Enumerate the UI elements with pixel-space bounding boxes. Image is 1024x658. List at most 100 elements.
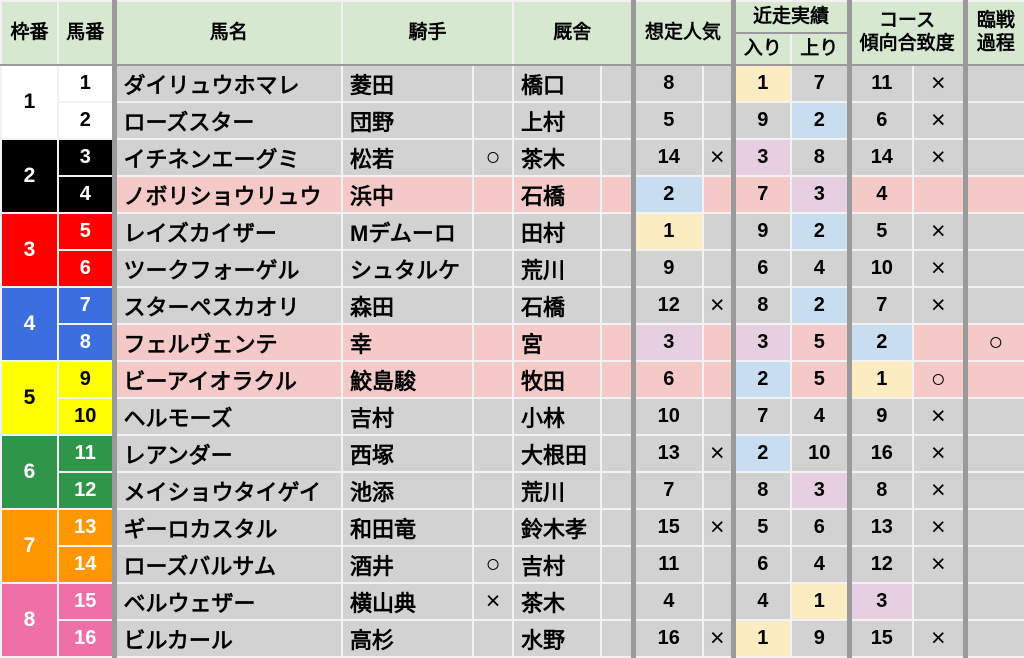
course-mark-cell[interactable] bbox=[912, 323, 967, 362]
popularity-cell[interactable]: 3 bbox=[630, 323, 705, 362]
stable-mark-cell[interactable] bbox=[600, 175, 635, 214]
stable-cell[interactable]: 茶木 bbox=[512, 582, 603, 621]
course-match-cell[interactable]: 6 bbox=[846, 101, 915, 140]
popularity-cell[interactable]: 9 bbox=[630, 249, 705, 288]
stable-cell[interactable]: 田村 bbox=[512, 212, 603, 251]
frame-cell[interactable]: 1 bbox=[0, 64, 59, 140]
stable-cell[interactable]: 鈴木孝 bbox=[512, 508, 603, 547]
popularity-cell[interactable]: 8 bbox=[630, 64, 705, 103]
header-frame-number[interactable]: 枠番 bbox=[0, 0, 59, 66]
popularity-cell[interactable]: 13 bbox=[630, 434, 705, 473]
frame-cell[interactable]: 5 bbox=[0, 360, 59, 436]
course-match-cell[interactable]: 4 bbox=[846, 175, 915, 214]
popularity-cell[interactable]: 2 bbox=[630, 175, 705, 214]
horse-name-cell[interactable]: イチネンエーグミ bbox=[111, 138, 343, 177]
jockey-mark-cell[interactable] bbox=[471, 397, 515, 436]
race-prep-cell[interactable] bbox=[962, 471, 1024, 510]
stable-mark-cell[interactable] bbox=[600, 508, 635, 547]
header-race-prep[interactable]: 臨戦 過程 bbox=[962, 0, 1024, 66]
recent-up-cell[interactable]: 5 bbox=[790, 323, 851, 362]
stable-cell[interactable]: 大根田 bbox=[512, 434, 603, 473]
recent-in-cell[interactable]: 8 bbox=[730, 286, 793, 325]
recent-in-cell[interactable]: 5 bbox=[730, 508, 793, 547]
frame-cell[interactable]: 3 bbox=[0, 212, 59, 288]
course-mark-cell[interactable]: × bbox=[912, 434, 967, 473]
popularity-mark-cell[interactable]: × bbox=[702, 434, 735, 473]
header-horse-name[interactable]: 馬名 bbox=[111, 0, 343, 66]
course-match-cell[interactable]: 14 bbox=[846, 138, 915, 177]
jockey-cell[interactable]: 酒井 bbox=[341, 545, 474, 584]
recent-up-cell[interactable]: 4 bbox=[790, 249, 851, 288]
race-prep-cell[interactable] bbox=[962, 101, 1024, 140]
stable-mark-cell[interactable] bbox=[600, 619, 635, 658]
horse-number-cell[interactable]: 8 bbox=[57, 323, 115, 362]
recent-up-cell[interactable]: 2 bbox=[790, 212, 851, 251]
popularity-mark-cell[interactable] bbox=[702, 545, 735, 584]
race-prep-cell[interactable] bbox=[962, 360, 1024, 399]
popularity-mark-cell[interactable] bbox=[702, 249, 735, 288]
popularity-cell[interactable]: 7 bbox=[630, 471, 705, 510]
course-mark-cell[interactable]: × bbox=[912, 64, 967, 103]
course-mark-cell[interactable]: × bbox=[912, 138, 967, 177]
header-course-tendency-match[interactable]: コース 傾向合致度 bbox=[846, 0, 967, 66]
race-prep-cell[interactable] bbox=[962, 508, 1024, 547]
header-recent-up[interactable]: 上り bbox=[790, 32, 851, 66]
recent-up-cell[interactable]: 10 bbox=[790, 434, 851, 473]
horse-number-cell[interactable]: 11 bbox=[57, 434, 115, 473]
jockey-cell[interactable]: 菱田 bbox=[341, 64, 474, 103]
horse-name-cell[interactable]: レイズカイザー bbox=[111, 212, 343, 251]
popularity-cell[interactable]: 14 bbox=[630, 138, 705, 177]
jockey-cell[interactable]: 鮫島駿 bbox=[341, 360, 474, 399]
popularity-cell[interactable]: 12 bbox=[630, 286, 705, 325]
jockey-cell[interactable]: 和田竜 bbox=[341, 508, 474, 547]
race-prep-cell[interactable] bbox=[962, 64, 1024, 103]
jockey-mark-cell[interactable] bbox=[471, 175, 515, 214]
horse-number-cell[interactable]: 5 bbox=[57, 212, 115, 251]
jockey-cell[interactable]: 松若 bbox=[341, 138, 474, 177]
course-mark-cell[interactable]: × bbox=[912, 249, 967, 288]
horse-number-cell[interactable]: 12 bbox=[57, 471, 115, 510]
jockey-mark-cell[interactable] bbox=[471, 619, 515, 658]
header-expected-popularity[interactable]: 想定人気 bbox=[630, 0, 735, 66]
horse-number-cell[interactable]: 7 bbox=[57, 286, 115, 325]
jockey-mark-cell[interactable] bbox=[471, 434, 515, 473]
race-prep-cell[interactable] bbox=[962, 175, 1024, 214]
course-match-cell[interactable]: 2 bbox=[846, 323, 915, 362]
stable-cell[interactable]: 宮 bbox=[512, 323, 603, 362]
popularity-mark-cell[interactable] bbox=[702, 360, 735, 399]
jockey-cell[interactable]: 浜中 bbox=[341, 175, 474, 214]
course-match-cell[interactable]: 15 bbox=[846, 619, 915, 658]
course-match-cell[interactable]: 8 bbox=[846, 471, 915, 510]
popularity-mark-cell[interactable]: × bbox=[702, 138, 735, 177]
race-prep-cell[interactable] bbox=[962, 286, 1024, 325]
popularity-mark-cell[interactable] bbox=[702, 64, 735, 103]
recent-up-cell[interactable]: 8 bbox=[790, 138, 851, 177]
stable-cell[interactable]: 石橋 bbox=[512, 286, 603, 325]
stable-mark-cell[interactable] bbox=[600, 212, 635, 251]
jockey-mark-cell[interactable] bbox=[471, 212, 515, 251]
stable-mark-cell[interactable] bbox=[600, 397, 635, 436]
popularity-cell[interactable]: 11 bbox=[630, 545, 705, 584]
popularity-mark-cell[interactable] bbox=[702, 212, 735, 251]
stable-cell[interactable]: 水野 bbox=[512, 619, 603, 658]
recent-in-cell[interactable]: 7 bbox=[730, 175, 793, 214]
jockey-cell[interactable]: 団野 bbox=[341, 101, 474, 140]
course-mark-cell[interactable] bbox=[912, 582, 967, 621]
horse-number-cell[interactable]: 1 bbox=[57, 64, 115, 103]
jockey-cell[interactable]: 池添 bbox=[341, 471, 474, 510]
course-match-cell[interactable]: 16 bbox=[846, 434, 915, 473]
popularity-mark-cell[interactable] bbox=[702, 397, 735, 436]
course-mark-cell[interactable]: × bbox=[912, 101, 967, 140]
race-prep-cell[interactable] bbox=[962, 545, 1024, 584]
course-match-cell[interactable]: 13 bbox=[846, 508, 915, 547]
stable-cell[interactable]: 上村 bbox=[512, 101, 603, 140]
recent-up-cell[interactable]: 6 bbox=[790, 508, 851, 547]
jockey-cell[interactable]: 横山典 bbox=[341, 582, 474, 621]
popularity-mark-cell[interactable]: × bbox=[702, 286, 735, 325]
recent-up-cell[interactable]: 2 bbox=[790, 101, 851, 140]
stable-mark-cell[interactable] bbox=[600, 434, 635, 473]
stable-mark-cell[interactable] bbox=[600, 138, 635, 177]
horse-name-cell[interactable]: ビーアイオラクル bbox=[111, 360, 343, 399]
horse-name-cell[interactable]: ローズスター bbox=[111, 101, 343, 140]
course-match-cell[interactable]: 5 bbox=[846, 212, 915, 251]
